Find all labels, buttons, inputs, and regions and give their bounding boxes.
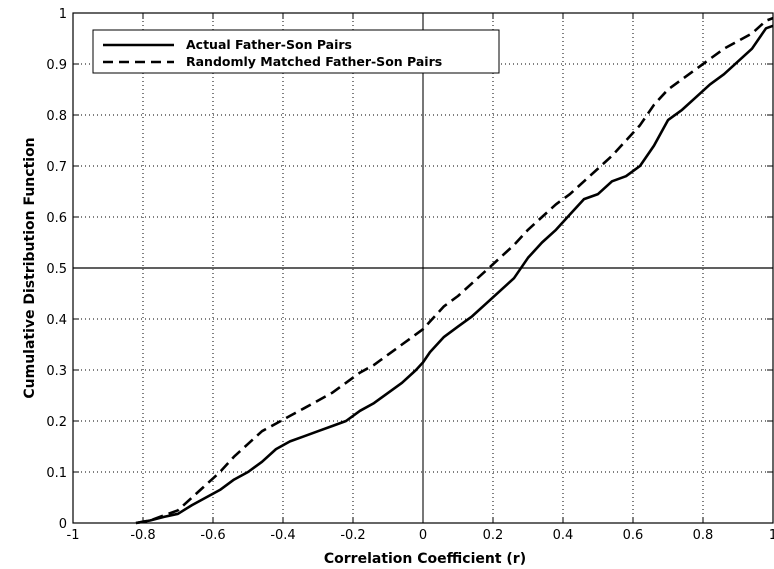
legend: Actual Father-Son Pairs Randomly Matched… — [92, 29, 500, 74]
x-tick-label: -0.4 — [270, 528, 295, 543]
plot-frame — [72, 12, 774, 524]
x-tick-label: -0.8 — [130, 528, 155, 543]
y-axis-label: Cumulative Distribution Function — [22, 137, 38, 398]
y-tick-labels: 0 0.1 0.2 0.3 0.4 0.5 0.6 0.7 0.8 0.9 1 — [46, 7, 67, 532]
x-tick-label: 0.6 — [623, 528, 644, 543]
series-group — [135, 16, 774, 525]
x-tick-label: -0.2 — [340, 528, 365, 543]
y-tick-label: 0 — [59, 517, 67, 532]
y-tick-label: 0.4 — [46, 313, 67, 328]
x-tick-label: 0.8 — [693, 528, 714, 543]
y-tick-label: 1 — [59, 7, 67, 22]
y-tick-label: 0.9 — [46, 58, 67, 73]
x-tick-labels: -1 -0.8 -0.6 -0.4 -0.2 0 0.2 0.4 0.6 0.8 1 — [67, 528, 774, 543]
x-tick-label: -1 — [67, 528, 80, 543]
legend-label-random: Randomly Matched Father-Son Pairs — [186, 54, 442, 69]
legend-box — [92, 29, 500, 74]
y-tick-label: 0.6 — [46, 211, 67, 226]
y-tick-label: 0.3 — [46, 364, 67, 379]
y-tick-label: 0.7 — [46, 160, 67, 175]
x-tick-label: 0 — [419, 528, 427, 543]
y-tick-label: 0.8 — [46, 109, 67, 124]
reference-lines — [73, 13, 773, 523]
x-axis-label: Correlation Coefficient (r) — [324, 551, 526, 567]
series-line-random — [135, 16, 774, 525]
y-tick-label: 0.5 — [46, 262, 67, 277]
series-line-actual — [135, 24, 774, 525]
legend-label-actual: Actual Father-Son Pairs — [186, 37, 352, 52]
y-tick-label: 0.1 — [46, 466, 67, 481]
y-tick-label: 0.2 — [46, 415, 67, 430]
x-tick-label: 0.4 — [553, 528, 574, 543]
x-tick-label: -0.6 — [200, 528, 225, 543]
x-tick-label: 1 — [769, 528, 774, 543]
x-tick-label: 0.2 — [483, 528, 504, 543]
